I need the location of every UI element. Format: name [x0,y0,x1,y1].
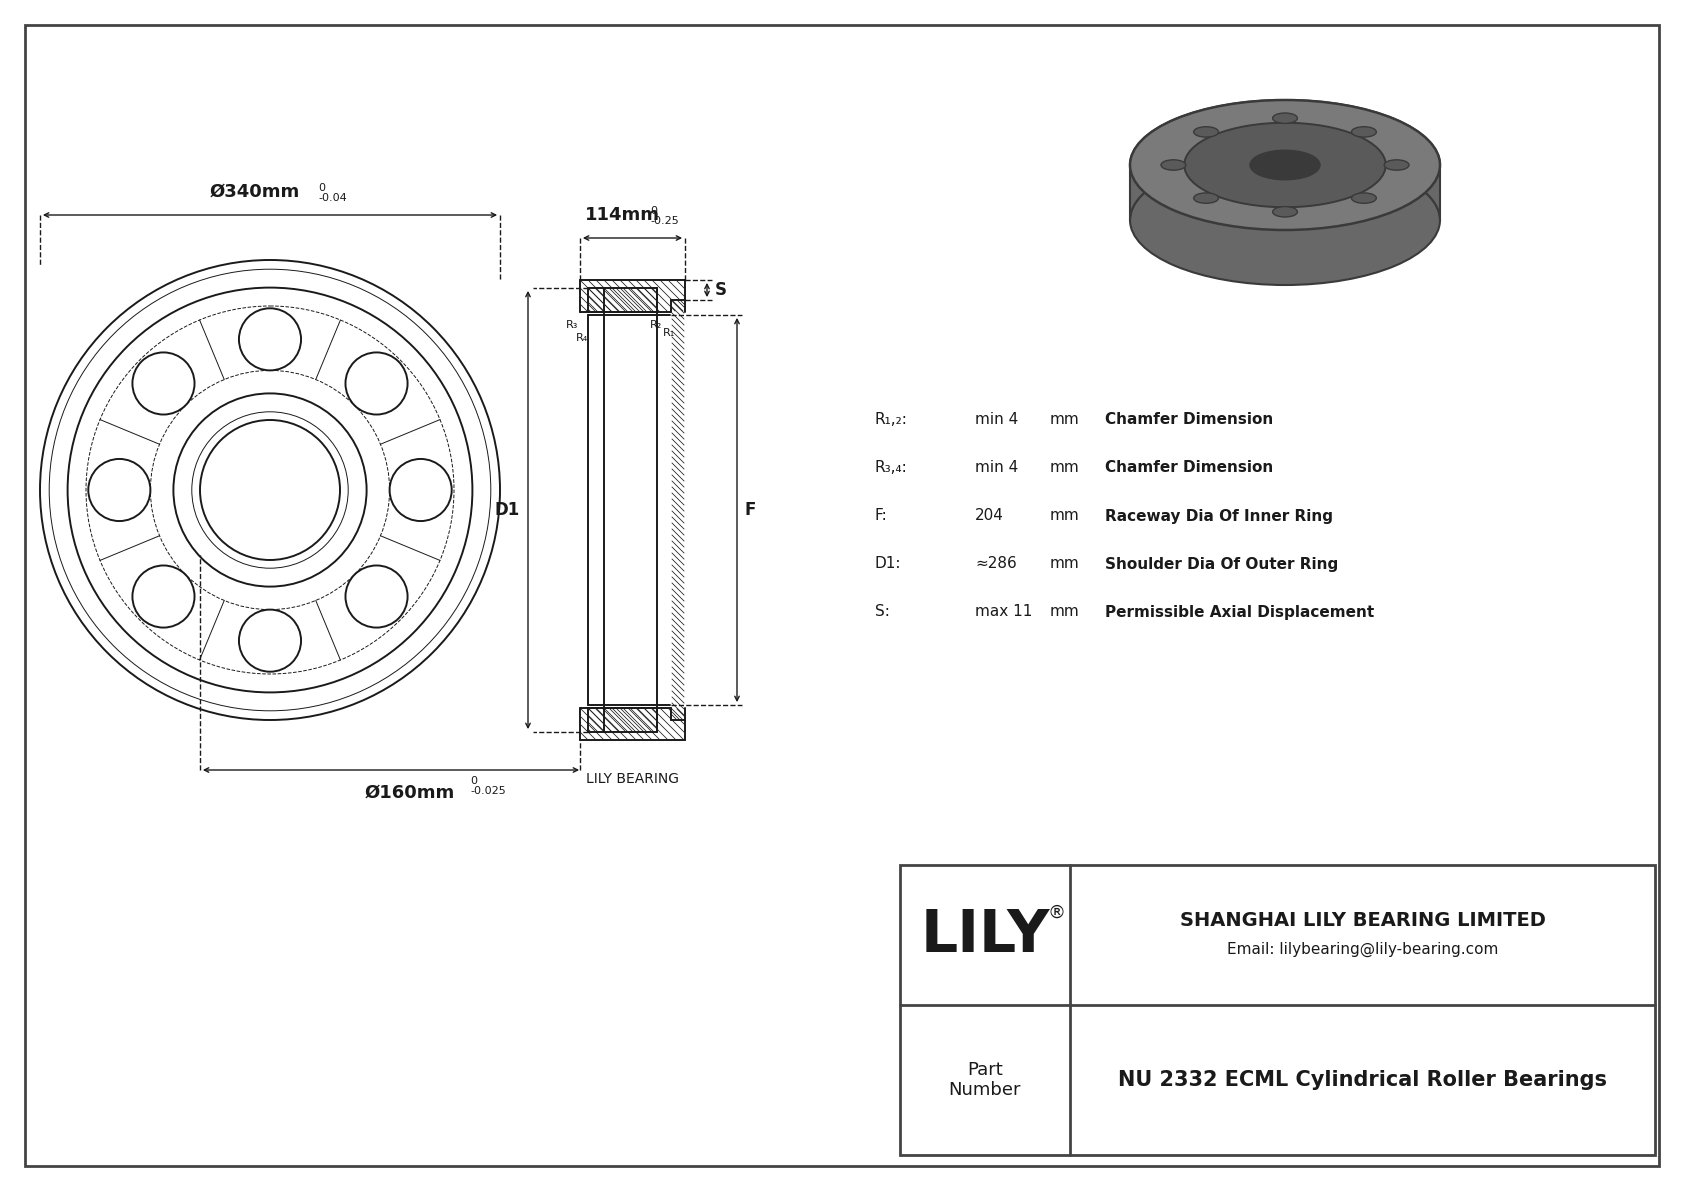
Text: -0.04: -0.04 [318,193,347,202]
Ellipse shape [1250,150,1320,180]
Text: R₂: R₂ [650,320,662,330]
Text: LILY BEARING: LILY BEARING [586,772,679,786]
Text: 0: 0 [318,183,325,193]
Ellipse shape [1130,155,1440,285]
Ellipse shape [1352,126,1376,137]
Text: 114mm: 114mm [584,206,660,224]
Text: mm: mm [1051,412,1079,428]
Text: 0: 0 [470,777,477,786]
Text: mm: mm [1051,605,1079,619]
Ellipse shape [1160,160,1186,170]
Text: NU 2332 ECML Cylindrical Roller Bearings: NU 2332 ECML Cylindrical Roller Bearings [1118,1070,1607,1090]
Ellipse shape [1273,113,1297,124]
Text: D1:: D1: [876,556,901,572]
Ellipse shape [1194,193,1219,204]
Ellipse shape [1352,193,1376,204]
Text: min 4: min 4 [975,461,1019,475]
Text: Email: lilybearing@lily-bearing.com: Email: lilybearing@lily-bearing.com [1228,941,1499,956]
Text: ®: ® [1047,904,1066,922]
Text: mm: mm [1051,509,1079,524]
Bar [899,865,1655,1155]
Text: min 4: min 4 [975,412,1019,428]
Ellipse shape [1384,160,1410,170]
Polygon shape [1130,100,1440,220]
Text: ≈286: ≈286 [975,556,1017,572]
Text: Ø340mm: Ø340mm [210,183,300,201]
Ellipse shape [1130,100,1440,230]
Text: D1: D1 [495,501,520,519]
Text: R₃,₄:: R₃,₄: [876,461,908,475]
Text: mm: mm [1051,556,1079,572]
Text: mm: mm [1051,461,1079,475]
Text: R₃: R₃ [566,320,578,330]
Text: F:: F: [876,509,887,524]
Text: S: S [716,281,727,299]
Text: SHANGHAI LILY BEARING LIMITED: SHANGHAI LILY BEARING LIMITED [1179,911,1546,930]
Ellipse shape [1273,206,1297,217]
Text: Part
Number: Part Number [948,1061,1021,1099]
Text: R₄: R₄ [576,333,588,343]
Text: 0: 0 [650,206,657,216]
Text: Chamfer Dimension: Chamfer Dimension [1105,412,1273,428]
Text: -0.025: -0.025 [470,786,505,796]
Text: Permissible Axial Displacement: Permissible Axial Displacement [1105,605,1374,619]
Text: F: F [744,501,756,519]
Text: 204: 204 [975,509,1004,524]
Text: Shoulder Dia Of Outer Ring: Shoulder Dia Of Outer Ring [1105,556,1339,572]
Text: Ø160mm: Ø160mm [365,784,455,802]
Text: R₁: R₁ [663,328,675,338]
Text: LILY: LILY [921,906,1049,964]
Text: -0.25: -0.25 [650,216,679,226]
Text: max 11: max 11 [975,605,1032,619]
Ellipse shape [1194,126,1219,137]
Text: Chamfer Dimension: Chamfer Dimension [1105,461,1273,475]
Text: Raceway Dia Of Inner Ring: Raceway Dia Of Inner Ring [1105,509,1334,524]
Ellipse shape [1184,123,1386,207]
Text: S:: S: [876,605,889,619]
Text: R₁,₂:: R₁,₂: [876,412,908,428]
